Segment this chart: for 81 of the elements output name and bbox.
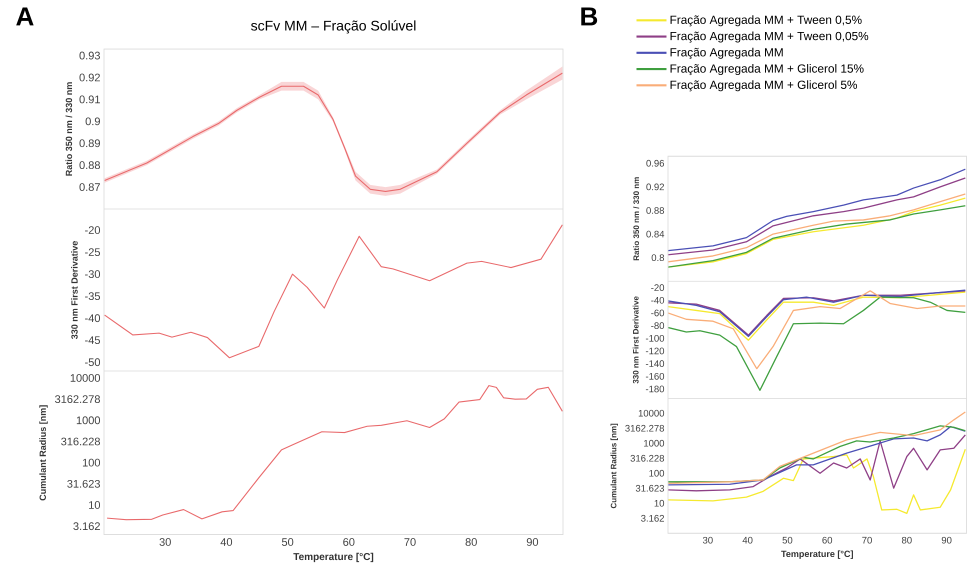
x-axis-title: Temperature [°C] <box>781 550 853 559</box>
y-tick-label: 0.9 <box>86 117 100 126</box>
line-series <box>668 434 966 492</box>
x-axis-title: Temperature [°C] <box>293 552 374 562</box>
x-tick-label: 30 <box>160 538 171 546</box>
y-tick-label: -20 <box>651 284 664 291</box>
y-axis-title: Ratio 350 nm / 330 nm <box>65 82 72 176</box>
chart-title: scFv MM – Fração Solúvel <box>251 20 416 34</box>
line-series <box>106 385 563 520</box>
y-tick-label: 31.623 <box>636 484 664 492</box>
y-tick-label: 0.89 <box>79 139 100 148</box>
y-tick-label: 10 <box>654 500 664 507</box>
line-series <box>668 411 966 484</box>
y-tick-label: 10 <box>89 501 100 509</box>
y-axis-title: 330 nm First Derivative <box>632 296 639 384</box>
legend-label: Fração Agregada MM <box>670 48 783 59</box>
y-tick-label: -25 <box>85 248 100 256</box>
y-axis-title: Cumulant Radius [nm] <box>610 424 618 508</box>
y-tick-label: 0.8 <box>652 254 664 262</box>
y-tick-label: 1000 <box>644 440 664 447</box>
legend-label: Fração Agregada MM + Glicerol 15% <box>670 64 864 76</box>
y-tick-label: 0.96 <box>646 160 664 167</box>
y-tick-label: 0.92 <box>646 184 664 190</box>
x-tick-label: 60 <box>822 536 832 544</box>
y-tick-label: -20 <box>85 226 100 234</box>
x-tick-label: 70 <box>862 536 872 544</box>
x-tick-label: 60 <box>343 538 354 546</box>
y-tick-label: 10000 <box>70 374 100 382</box>
x-tick-label: 90 <box>526 538 538 546</box>
y-tick-label: 3.162 <box>73 522 100 530</box>
x-tick-label: 30 <box>702 536 713 544</box>
y-tick-label: 3162.278 <box>55 395 100 404</box>
y-tick-label: 100 <box>82 458 100 467</box>
y-tick-label: 0.87 <box>79 183 100 191</box>
y-tick-label: -35 <box>85 292 100 300</box>
x-tick-label: 40 <box>220 538 232 546</box>
legend-label: Fração Agregada MM + Glicerol 5% <box>670 80 858 92</box>
y-tick-label: 3.162 <box>641 514 664 522</box>
y-tick-label: 0.93 <box>79 52 100 60</box>
y-tick-label: -80 <box>651 322 664 330</box>
text: A <box>16 8 34 26</box>
y-tick-label: -40 <box>651 296 664 304</box>
y-tick-label: -40 <box>85 314 100 322</box>
y-tick-label: -100 <box>646 334 664 342</box>
x-tick-label: 80 <box>902 536 912 544</box>
x-tick-label: 40 <box>742 536 753 544</box>
x-tick-label: 50 <box>782 536 792 544</box>
x-tick-label: 90 <box>942 536 952 544</box>
y-tick-label: -45 <box>85 336 100 344</box>
y-tick-label: 316.228 <box>630 454 664 462</box>
y-tick-label: 100 <box>649 470 664 477</box>
y-tick-label: 0.88 <box>79 161 100 170</box>
legend-label: Fração Agregada MM + Tween 0,05% <box>670 32 868 43</box>
x-tick-label: 80 <box>466 538 477 546</box>
y-tick-label: -30 <box>85 270 100 278</box>
y-tick-label: 3162.278 <box>625 424 664 432</box>
y-tick-label: -60 <box>651 310 664 316</box>
y-tick-label: 1000 <box>76 416 100 424</box>
line-series <box>668 296 966 391</box>
line-series <box>104 224 563 358</box>
y-tick-label: 0.92 <box>79 74 100 82</box>
y-tick-label: 316.228 <box>61 438 100 446</box>
y-tick-label: 0.84 <box>646 230 664 238</box>
y-tick-label: 0.88 <box>646 207 664 214</box>
line-series <box>668 448 966 514</box>
y-tick-label: -140 <box>646 360 664 368</box>
line-series <box>668 290 966 370</box>
y-tick-label: -180 <box>646 386 664 392</box>
y-tick-label: 10000 <box>638 410 664 417</box>
y-tick-label: -50 <box>85 358 100 366</box>
y-tick-label: -120 <box>646 348 664 354</box>
y-axis-title: 330 nm First Derivative <box>71 241 78 340</box>
y-axis-title: Ratio 350 nm / 330 nm <box>633 177 640 260</box>
legend-label: Fração Agregada MM + Tween 0,5% <box>670 15 862 26</box>
x-tick-label: 50 <box>282 538 294 546</box>
x-tick-label: 70 <box>404 538 416 546</box>
text: B <box>581 8 598 26</box>
y-tick-label: 0.91 <box>79 96 100 104</box>
y-tick-label: 31.623 <box>67 480 100 488</box>
y-tick-label: -160 <box>646 372 664 380</box>
y-axis-title: Cumulant Radius [nm] <box>39 405 48 500</box>
